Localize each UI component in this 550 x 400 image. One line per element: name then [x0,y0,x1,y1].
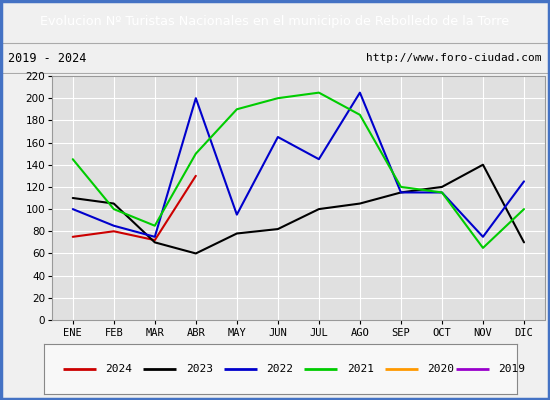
Text: 2021: 2021 [346,364,373,374]
Text: 2022: 2022 [266,364,293,374]
Text: Evolucion Nº Turistas Nacionales en el municipio de Rebolledo de la Torre: Evolucion Nº Turistas Nacionales en el m… [41,14,509,28]
Text: 2019: 2019 [498,364,525,374]
Text: 2024: 2024 [106,364,133,374]
Text: 2020: 2020 [427,364,454,374]
Text: 2023: 2023 [186,364,213,374]
Text: 2019 - 2024: 2019 - 2024 [8,52,87,64]
Text: http://www.foro-ciudad.com: http://www.foro-ciudad.com [366,53,542,63]
